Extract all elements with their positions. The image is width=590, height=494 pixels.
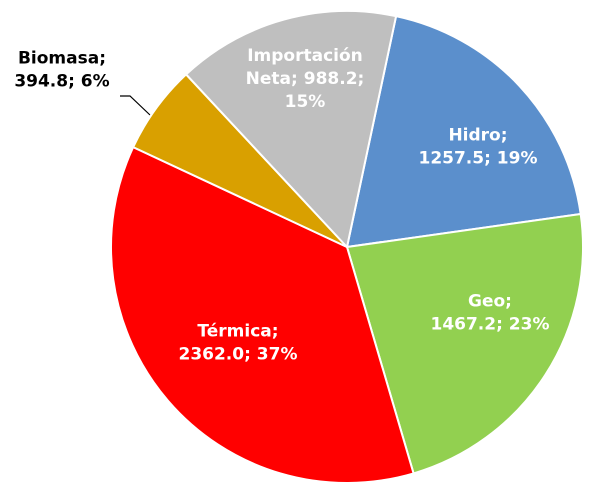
- data-label: 1257.5; 19%: [418, 149, 537, 169]
- data-label: 1467.2; 23%: [430, 315, 549, 335]
- data-label: 394.8; 6%: [14, 72, 109, 92]
- data-label: Geo;: [468, 292, 512, 312]
- data-label: 15%: [285, 92, 326, 112]
- leader-line: [120, 95, 151, 116]
- data-label: Hidro;: [448, 126, 507, 146]
- pie-slice: [345, 14, 582, 249]
- data-label: Neta; 988.2;: [246, 69, 365, 89]
- data-label: Biomasa;: [18, 49, 106, 69]
- pie-slice: [110, 145, 415, 484]
- data-label: 2362.0; 37%: [178, 345, 297, 365]
- pie-slice: [345, 212, 584, 475]
- data-label: Importación: [247, 46, 363, 66]
- data-label: Térmica;: [197, 322, 278, 342]
- pie-slice: [184, 10, 398, 250]
